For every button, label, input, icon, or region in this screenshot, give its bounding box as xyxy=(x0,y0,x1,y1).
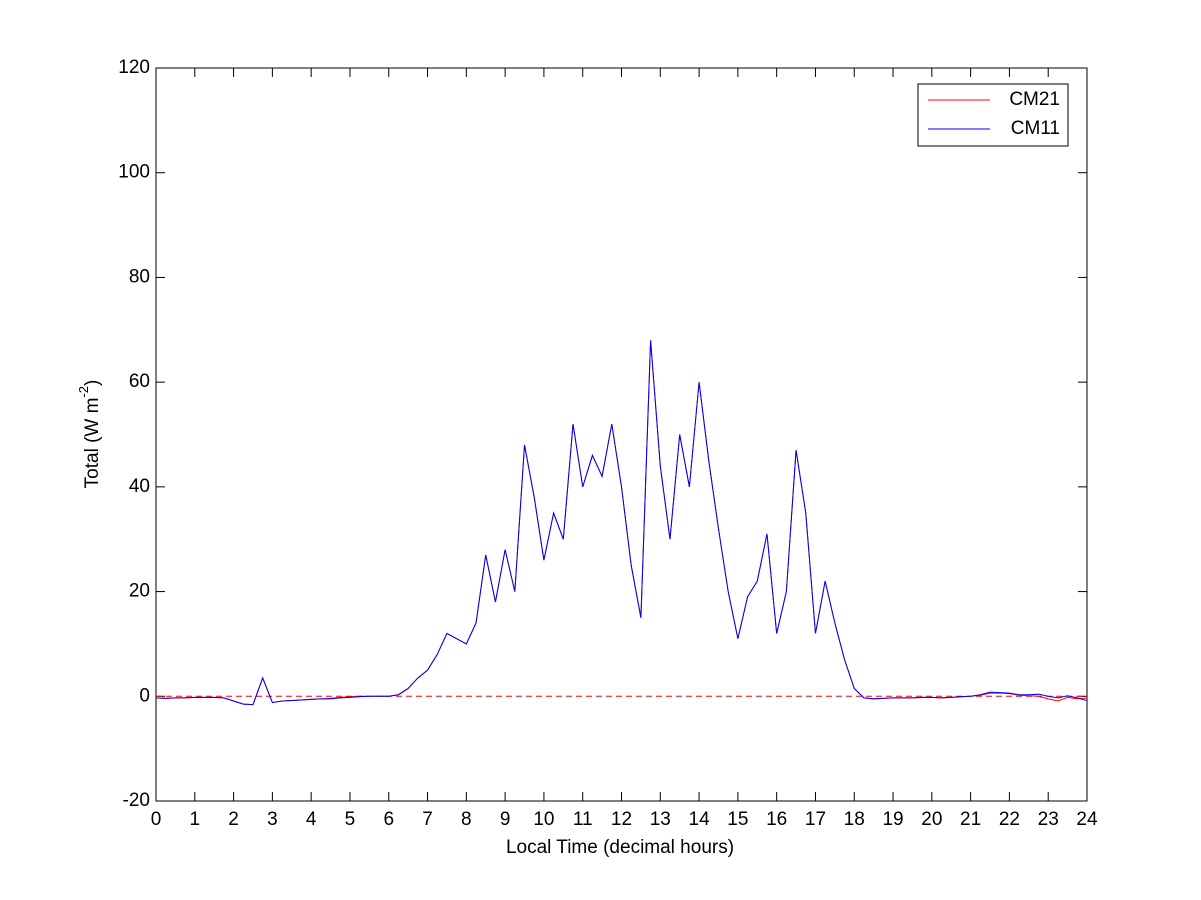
y-tick-label: -20 xyxy=(123,790,150,811)
y-tick-label: 120 xyxy=(118,57,150,78)
y-tick-label: 0 xyxy=(139,685,150,706)
legend-box xyxy=(917,83,1069,147)
x-tick-label: 17 xyxy=(805,809,826,830)
x-tick-label: 14 xyxy=(689,809,711,830)
y-tick-label: 80 xyxy=(129,266,150,287)
x-tick-label: 8 xyxy=(461,809,472,830)
x-tick-label: 3 xyxy=(267,809,278,830)
x-tick-label: 4 xyxy=(306,809,317,830)
x-axis-label: Local Time (decimal hours) xyxy=(506,837,734,858)
x-tick-label: 18 xyxy=(844,809,865,830)
x-tick-label: 15 xyxy=(727,809,748,830)
x-tick-label: 24 xyxy=(1076,809,1098,830)
x-tick-label: 22 xyxy=(999,809,1020,830)
y-label-sup: -2 xyxy=(76,386,91,398)
x-tick-label: 9 xyxy=(500,809,511,830)
x-tick-label: 12 xyxy=(611,809,632,830)
y-tick-label: 100 xyxy=(118,162,150,183)
x-tick-label: 23 xyxy=(1038,809,1059,830)
x-tick-label: 19 xyxy=(882,809,903,830)
legend: CM21 CM11 xyxy=(917,83,1069,147)
y-axis-label: Total (W m-2) xyxy=(76,380,103,489)
x-tick-label: 6 xyxy=(383,809,394,830)
x-tick-label: 10 xyxy=(533,809,554,830)
legend-label: CM21 xyxy=(1009,89,1060,110)
x-tick-label: 2 xyxy=(228,809,239,830)
y-tick-label: 20 xyxy=(129,581,150,602)
x-tick-label: 5 xyxy=(345,809,356,830)
x-tick-label: 13 xyxy=(650,809,671,830)
y-label-suffix: ) xyxy=(82,380,103,386)
plot-area xyxy=(155,67,1088,802)
x-tick-label: 20 xyxy=(921,809,942,830)
x-tick-label: 16 xyxy=(766,809,787,830)
legend-label: CM11 xyxy=(1011,118,1060,139)
x-tick-label: 0 xyxy=(151,809,162,830)
x-tick-label: 21 xyxy=(960,809,981,830)
x-tick-label: 1 xyxy=(190,809,201,830)
y-label-text: Total (W m xyxy=(82,398,103,489)
series-line xyxy=(156,340,1087,706)
y-tick-label: 60 xyxy=(129,371,150,392)
x-tick-label: 7 xyxy=(422,809,433,830)
y-tick-label: 40 xyxy=(129,476,150,497)
x-tick-label: 11 xyxy=(573,809,593,830)
